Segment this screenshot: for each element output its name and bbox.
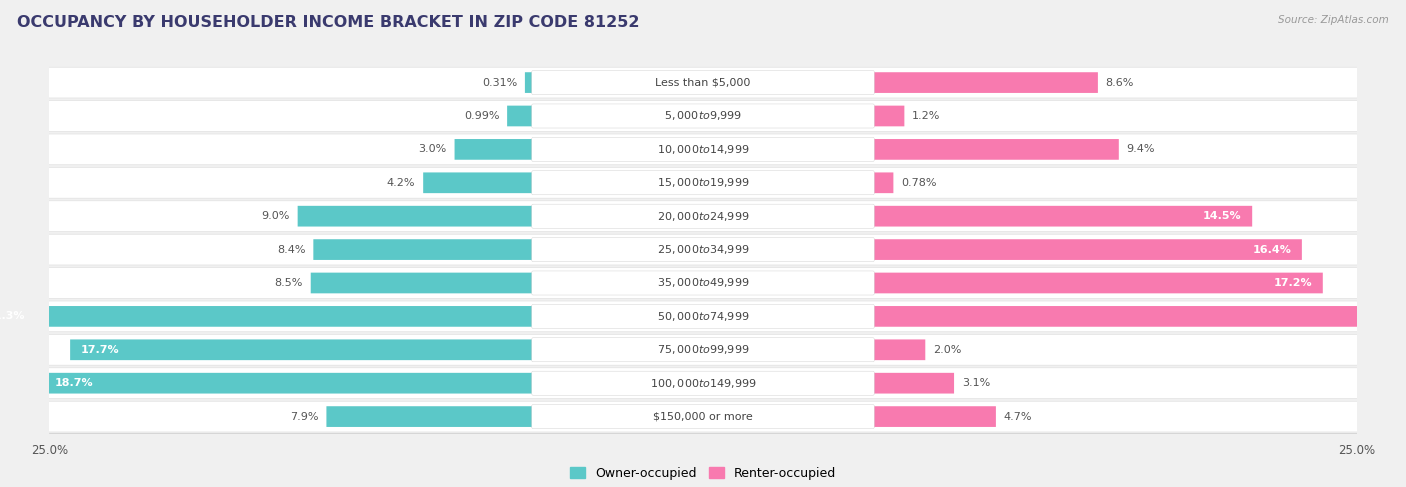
Text: 3.1%: 3.1% <box>962 378 990 388</box>
FancyBboxPatch shape <box>531 137 875 161</box>
Legend: Owner-occupied, Renter-occupied: Owner-occupied, Renter-occupied <box>565 462 841 485</box>
FancyBboxPatch shape <box>423 172 533 193</box>
Text: $5,000 to $9,999: $5,000 to $9,999 <box>664 110 742 123</box>
Text: $25,000 to $34,999: $25,000 to $34,999 <box>657 243 749 256</box>
FancyBboxPatch shape <box>873 72 1098 93</box>
Text: 3.0%: 3.0% <box>419 144 447 154</box>
FancyBboxPatch shape <box>454 139 533 160</box>
FancyBboxPatch shape <box>326 406 533 427</box>
FancyBboxPatch shape <box>48 301 1358 332</box>
FancyBboxPatch shape <box>531 71 875 94</box>
FancyBboxPatch shape <box>48 335 1358 365</box>
Text: $150,000 or more: $150,000 or more <box>654 412 752 422</box>
FancyBboxPatch shape <box>48 134 1358 165</box>
Text: $35,000 to $49,999: $35,000 to $49,999 <box>657 277 749 289</box>
FancyBboxPatch shape <box>311 273 533 293</box>
FancyBboxPatch shape <box>873 239 1302 260</box>
FancyBboxPatch shape <box>873 273 1323 293</box>
FancyBboxPatch shape <box>48 234 1358 265</box>
Text: 21.3%: 21.3% <box>0 311 25 321</box>
FancyBboxPatch shape <box>873 406 995 427</box>
FancyBboxPatch shape <box>524 72 533 93</box>
FancyBboxPatch shape <box>531 405 875 429</box>
FancyBboxPatch shape <box>531 238 875 262</box>
FancyBboxPatch shape <box>48 201 1358 231</box>
FancyBboxPatch shape <box>873 206 1253 226</box>
FancyBboxPatch shape <box>48 101 1358 131</box>
Text: 4.2%: 4.2% <box>387 178 415 188</box>
FancyBboxPatch shape <box>873 172 893 193</box>
FancyBboxPatch shape <box>48 67 1358 98</box>
Text: $75,000 to $99,999: $75,000 to $99,999 <box>657 343 749 356</box>
Text: 14.5%: 14.5% <box>1204 211 1241 221</box>
FancyBboxPatch shape <box>48 368 1358 398</box>
Text: 8.5%: 8.5% <box>274 278 302 288</box>
FancyBboxPatch shape <box>531 371 875 395</box>
Text: 8.6%: 8.6% <box>1105 77 1135 88</box>
Text: 9.4%: 9.4% <box>1126 144 1156 154</box>
FancyBboxPatch shape <box>873 373 955 393</box>
FancyBboxPatch shape <box>531 171 875 195</box>
FancyBboxPatch shape <box>531 304 875 328</box>
FancyBboxPatch shape <box>873 339 925 360</box>
FancyBboxPatch shape <box>48 268 1358 299</box>
FancyBboxPatch shape <box>531 338 875 362</box>
FancyBboxPatch shape <box>531 204 875 228</box>
FancyBboxPatch shape <box>531 104 875 128</box>
FancyBboxPatch shape <box>70 339 533 360</box>
FancyBboxPatch shape <box>48 168 1358 198</box>
FancyBboxPatch shape <box>873 106 904 126</box>
Text: $15,000 to $19,999: $15,000 to $19,999 <box>657 176 749 189</box>
Text: 16.4%: 16.4% <box>1253 244 1292 255</box>
FancyBboxPatch shape <box>48 401 1358 432</box>
FancyBboxPatch shape <box>873 139 1119 160</box>
FancyBboxPatch shape <box>531 271 875 295</box>
Text: $10,000 to $14,999: $10,000 to $14,999 <box>657 143 749 156</box>
FancyBboxPatch shape <box>0 306 533 327</box>
Text: $100,000 to $149,999: $100,000 to $149,999 <box>650 376 756 390</box>
FancyBboxPatch shape <box>873 306 1406 327</box>
FancyBboxPatch shape <box>314 239 533 260</box>
FancyBboxPatch shape <box>508 106 533 126</box>
Text: $50,000 to $74,999: $50,000 to $74,999 <box>657 310 749 323</box>
Text: 17.7%: 17.7% <box>80 345 120 355</box>
FancyBboxPatch shape <box>298 206 533 226</box>
Text: Source: ZipAtlas.com: Source: ZipAtlas.com <box>1278 15 1389 25</box>
Text: 4.7%: 4.7% <box>1004 412 1032 422</box>
Text: 2.0%: 2.0% <box>934 345 962 355</box>
Text: 0.31%: 0.31% <box>482 77 517 88</box>
Text: 0.99%: 0.99% <box>464 111 499 121</box>
FancyBboxPatch shape <box>44 373 533 393</box>
Text: OCCUPANCY BY HOUSEHOLDER INCOME BRACKET IN ZIP CODE 81252: OCCUPANCY BY HOUSEHOLDER INCOME BRACKET … <box>17 15 640 30</box>
Text: 8.4%: 8.4% <box>277 244 305 255</box>
Text: Less than $5,000: Less than $5,000 <box>655 77 751 88</box>
Text: 17.2%: 17.2% <box>1274 278 1312 288</box>
Text: 7.9%: 7.9% <box>290 412 319 422</box>
Text: $20,000 to $24,999: $20,000 to $24,999 <box>657 210 749 223</box>
Text: 1.2%: 1.2% <box>912 111 941 121</box>
Text: 0.78%: 0.78% <box>901 178 936 188</box>
Text: 9.0%: 9.0% <box>262 211 290 221</box>
Text: 18.7%: 18.7% <box>55 378 93 388</box>
